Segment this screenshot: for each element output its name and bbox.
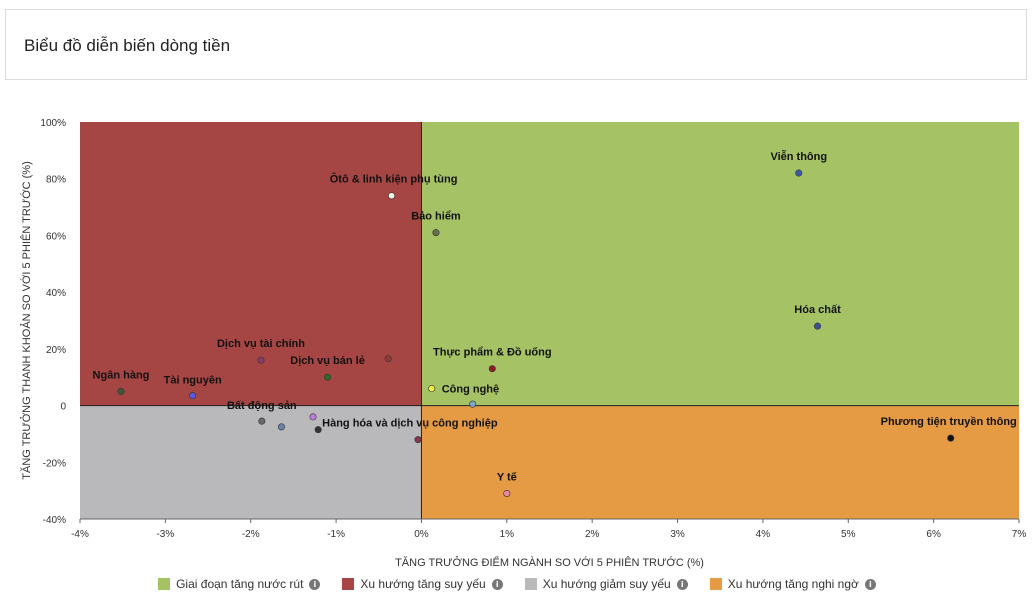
data-point-label: Công nghệ (442, 384, 499, 396)
x-axis-title: TĂNG TRƯỞNG ĐIỂM NGÀNH SO VỚI 5 PHIÊN TR… (395, 556, 704, 569)
x-tick-label: 3% (670, 529, 685, 540)
quadrants (80, 122, 1019, 519)
data-point-label: Ngân hàng (93, 369, 150, 381)
x-tick-label: -4% (71, 529, 89, 540)
legend-label: Giai đoạn tăng nước rút (176, 577, 304, 591)
data-point (324, 373, 332, 381)
legend-swatch (709, 578, 722, 590)
data-point (314, 426, 322, 434)
data-point-label: Hóa chất (794, 304, 841, 316)
data-point (947, 434, 955, 442)
data-point-label: Thực phẩm & Đồ uống (433, 347, 552, 359)
data-point-label: Dịch vụ tài chính (217, 338, 305, 350)
legend-item[interactable]: Xu hướng tăng suy yếu i (342, 577, 503, 591)
data-point-label: Bất động sản (227, 400, 297, 412)
x-tick-label: -2% (242, 529, 260, 540)
legend: Giai đoạn tăng nước rút i Xu hướng tăng su… (0, 577, 1034, 591)
data-point-label: Tài nguyên (164, 375, 222, 387)
data-point (257, 356, 265, 364)
data-point (795, 169, 803, 177)
y-tick-label: 60% (46, 231, 66, 242)
y-tick-label: 0 (60, 402, 66, 413)
data-point-label: Phương tiện truyền thông (881, 416, 1017, 428)
quadrant-top-right (421, 122, 1019, 406)
x-tick-label: 2% (585, 529, 600, 540)
data-point (469, 400, 477, 408)
data-point (432, 229, 440, 237)
quadrant-bottom-left (80, 405, 422, 519)
y-tick-label: 40% (46, 288, 66, 299)
y-tick-label: -40% (43, 515, 66, 526)
data-point (189, 392, 197, 400)
x-tick-label: -1% (327, 529, 345, 540)
data-point (503, 489, 511, 497)
data-point (384, 355, 392, 363)
y-tick-label: 80% (46, 175, 66, 186)
quadrant-bottom-right (421, 405, 1019, 519)
x-tick-label: -3% (156, 529, 174, 540)
info-icon[interactable]: i (491, 578, 503, 590)
data-point (258, 417, 266, 425)
x-tick-label: 6% (926, 529, 941, 540)
x-tick-label: 0% (414, 529, 429, 540)
data-point-label: Y tế (497, 471, 518, 483)
data-point-label: Hàng hóa và dịch vụ công nghiệp (322, 418, 498, 430)
chart-title: Biểu đồ diễn biến dòng tiền (24, 36, 231, 55)
data-point-label: Ôtô & linh kiện phụ tùng (330, 173, 458, 186)
axes: -4% -3% -2% -1% 0% 1% 2% 3% 4% 5% 6% 7% -40% -20% 0 20%… (40, 118, 1026, 540)
legend-swatch (524, 578, 537, 590)
x-tick-label: 5% (841, 529, 856, 540)
points: Viễn thông Ôtô & linh kiện phụ tùng Bảo hi… (93, 150, 1017, 497)
data-point-label: Bảo hiểm (411, 211, 461, 223)
x-tick-label: 1% (500, 529, 515, 540)
info-icon[interactable]: i (676, 578, 688, 590)
data-point-label: Dịch vụ bán lẻ (290, 355, 365, 367)
legend-item[interactable]: Xu hướng giảm suy yếu i (524, 577, 688, 591)
chart-header-card: Biểu đồ diễn biến dòng tiền (5, 9, 1027, 80)
legend-swatch (158, 578, 171, 590)
legend-label: Xu hướng tăng suy yếu (360, 577, 486, 591)
data-point (388, 192, 396, 200)
data-point (814, 322, 822, 330)
data-point-label: Viễn thông (770, 150, 827, 163)
legend-item[interactable]: Xu hướng tăng nghi ngờ i (709, 577, 876, 591)
legend-item[interactable]: Giai đoạn tăng nước rút i (158, 577, 321, 591)
data-point (488, 365, 496, 373)
legend-swatch (342, 578, 355, 590)
info-icon[interactable]: i (309, 578, 321, 590)
legend-label: Xu hướng giảm suy yếu (542, 577, 671, 591)
x-tick-label: 4% (756, 529, 771, 540)
quadrant-top-left (80, 122, 422, 406)
data-point (428, 385, 436, 393)
data-point (117, 387, 125, 395)
y-axis-title: TĂNG TRƯỞNG THANH KHOẢN SO VỚI 5 PHIÊN T… (20, 161, 33, 479)
y-tick-label: 100% (40, 118, 66, 129)
legend-label: Xu hướng tăng nghi ngờ (727, 577, 859, 591)
data-point (309, 413, 317, 421)
x-tick-label: 7% (1012, 529, 1027, 540)
info-icon[interactable]: i (864, 578, 876, 590)
data-point (277, 423, 285, 431)
data-point (414, 436, 422, 444)
y-tick-label: -20% (43, 458, 66, 469)
y-tick-label: 20% (46, 345, 66, 356)
